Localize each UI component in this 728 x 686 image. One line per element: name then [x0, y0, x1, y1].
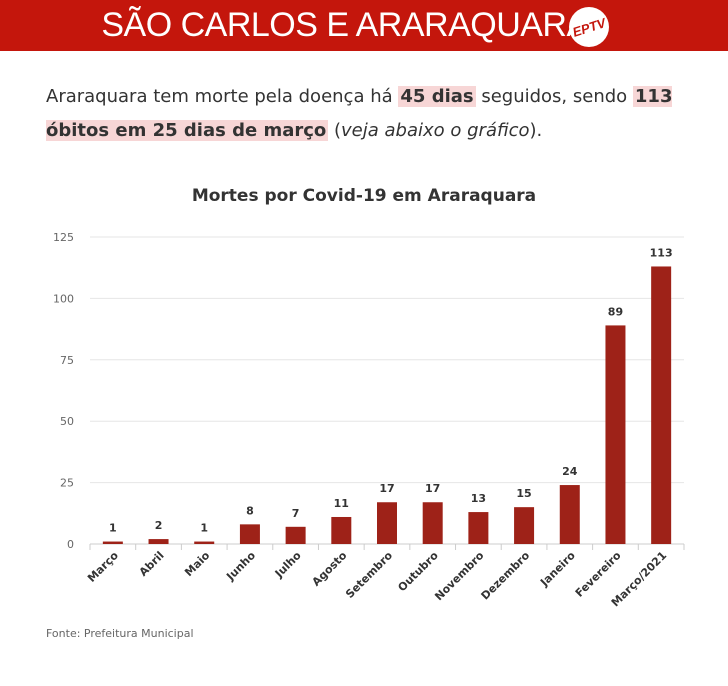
x-tick-label: Maio: [182, 549, 213, 580]
data-label: 11: [334, 497, 349, 510]
data-label: 113: [650, 246, 673, 259]
data-label: 2: [155, 519, 163, 532]
x-tick-label: Outubro: [395, 549, 441, 595]
bar: [331, 516, 352, 544]
data-label: 1: [200, 522, 208, 535]
data-label: 17: [425, 482, 440, 495]
bar: [559, 485, 580, 544]
data-label: 15: [516, 487, 531, 500]
data-label: 24: [562, 465, 578, 478]
bar: [285, 526, 306, 544]
y-tick-label: 100: [53, 292, 74, 305]
x-tick-label: Agosto: [310, 549, 350, 589]
bar: [468, 512, 489, 544]
intro-italic-note: veja abaixo o gráfico: [341, 120, 530, 141]
header-banner: SÃO CARLOS E ARARAQUARA EPTV: [0, 0, 728, 51]
data-label: 89: [608, 305, 623, 318]
x-tick-label: Junho: [223, 549, 258, 584]
x-tick-label: Março: [85, 549, 121, 585]
y-tick-label: 0: [67, 538, 74, 551]
bar: [514, 507, 535, 544]
bar: [377, 502, 397, 544]
intro-highlight-days: 45 dias: [398, 86, 476, 107]
intro-text-1: Araraquara tem morte pela doença há: [46, 86, 399, 107]
eptv-logo: EPTV: [569, 7, 609, 47]
data-label: 7: [292, 507, 300, 520]
y-tick-label: 125: [53, 231, 74, 244]
data-label: 17: [379, 482, 394, 495]
y-tick-label: 25: [60, 477, 74, 490]
intro-text-2: seguidos, sendo: [475, 86, 633, 107]
x-tick-label: Novembro: [432, 549, 487, 604]
x-tick-label: Janeiro: [537, 549, 578, 590]
label-layer: 1 Março 2 Abril 1 Maio 8 Junho 7 Julho 11 Agosto 17 S…: [85, 246, 673, 609]
data-label: 1: [109, 522, 117, 535]
data-label: 13: [471, 492, 486, 505]
y-tick-label: 50: [60, 415, 74, 428]
bar: [194, 541, 215, 544]
bar: [148, 539, 169, 544]
bar: [102, 541, 123, 544]
chart-title: Mortes por Covid-19 em Araraquara: [191, 186, 537, 206]
bar: [605, 325, 626, 544]
bar-layer: [102, 266, 672, 544]
grid-layer: 0 25 50 75 100 125: [53, 231, 685, 551]
bar: [422, 502, 443, 544]
source-note: Fonte: Prefeitura Municipal: [46, 627, 194, 640]
x-tick-label: Julho: [272, 549, 304, 581]
x-tick-label: Abril: [137, 549, 167, 579]
bar: [651, 266, 672, 544]
page-title: SÃO CARLOS E ARARAQUARA: [101, 6, 589, 44]
x-tick-label: Setembro: [343, 549, 395, 601]
data-label: 8: [246, 504, 254, 517]
bar: [239, 524, 260, 544]
y-tick-label: 75: [60, 354, 74, 367]
intro-text-3: (: [328, 120, 342, 141]
intro-paragraph: Araraquara tem morte pela doença há 45 d…: [46, 80, 706, 148]
x-tick-label: Dezembro: [479, 549, 533, 603]
intro-text-4: ).: [529, 120, 543, 141]
